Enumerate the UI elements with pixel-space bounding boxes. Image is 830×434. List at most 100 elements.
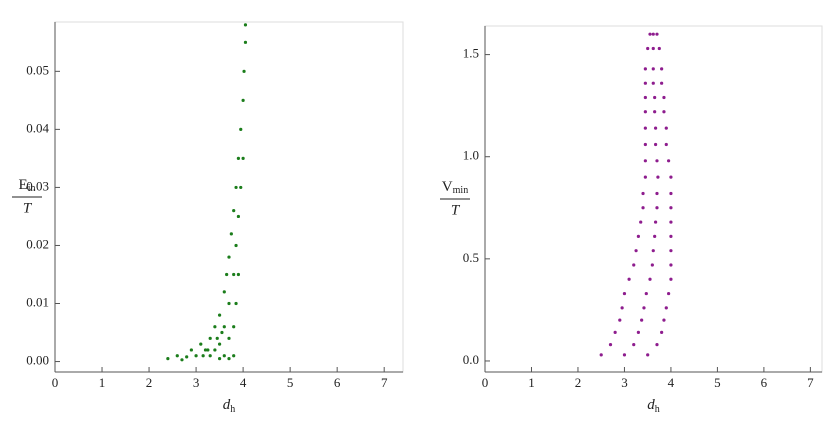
point [241, 156, 245, 161]
point [653, 142, 658, 147]
point [669, 206, 673, 210]
point [646, 46, 650, 51]
point [180, 358, 184, 362]
point [201, 354, 205, 358]
point [662, 110, 666, 114]
point [669, 220, 673, 224]
point [667, 159, 671, 163]
point [655, 191, 659, 196]
point [669, 249, 673, 253]
point [220, 330, 224, 335]
point [236, 214, 241, 219]
point [655, 32, 659, 36]
point [664, 126, 668, 130]
point [217, 313, 222, 317]
point [236, 272, 241, 277]
point [175, 354, 179, 358]
point [242, 69, 246, 73]
point [229, 232, 233, 236]
point [641, 191, 645, 196]
y-tick-label: 0.00 [26, 353, 49, 368]
point [239, 127, 243, 131]
point [643, 110, 647, 114]
x-label-sub: h [230, 404, 235, 415]
frame [484, 25, 823, 373]
point [669, 175, 673, 179]
point [632, 263, 636, 267]
point [648, 277, 652, 281]
x-tick-label: 4 [668, 375, 675, 390]
point [646, 353, 650, 357]
x-tick-label: 0 [482, 375, 489, 390]
x-tick-label: 7 [381, 375, 388, 390]
point [243, 23, 248, 27]
point [660, 81, 664, 85]
point [634, 249, 638, 253]
point [651, 32, 655, 36]
point [651, 46, 655, 51]
point [651, 249, 655, 253]
x-tick-label: 6 [761, 375, 768, 390]
x-tick-label: 5 [287, 375, 294, 390]
x-tick-label: 7 [807, 375, 814, 390]
x-tick-label: 5 [714, 375, 721, 390]
y-tick-label: 0.02 [26, 236, 49, 251]
point [618, 318, 622, 322]
y-axis-label: Ein [19, 177, 36, 194]
point [622, 353, 627, 357]
y-tick-label: 0.04 [26, 120, 49, 135]
x-tick-label: 3 [193, 375, 200, 390]
point [217, 357, 222, 361]
y-label-sub: in [28, 183, 36, 194]
point [662, 95, 666, 100]
point [241, 98, 245, 102]
point [232, 354, 236, 358]
point [185, 355, 189, 359]
point [203, 348, 208, 352]
point [643, 175, 647, 179]
x-tick-label: 2 [146, 375, 153, 390]
x-tick-label: 3 [621, 375, 628, 390]
point [236, 156, 241, 161]
point [234, 243, 238, 248]
x-tick-label: 1 [528, 375, 535, 390]
point [208, 354, 212, 358]
point [653, 110, 657, 114]
point [234, 185, 238, 190]
point [667, 291, 671, 296]
y-tick-label: 0.5 [463, 250, 479, 265]
point [215, 336, 219, 340]
point [208, 336, 212, 340]
point [199, 342, 203, 346]
point [636, 234, 640, 238]
point [622, 291, 627, 296]
x-label-sub: h [655, 404, 660, 415]
point [225, 272, 229, 277]
point [227, 301, 231, 306]
point [620, 306, 624, 310]
point [636, 330, 640, 334]
frame [54, 21, 404, 373]
x-tick-label: 1 [99, 375, 106, 390]
point [664, 306, 668, 310]
y-axis-label: Vmin [442, 179, 468, 196]
point [653, 234, 657, 238]
x-tick-label: 4 [240, 375, 247, 390]
point [243, 40, 248, 44]
x-axis-label: dh [647, 397, 660, 415]
point [660, 67, 664, 71]
point [613, 330, 617, 334]
point [194, 354, 198, 358]
point [599, 353, 603, 357]
point [660, 330, 664, 334]
point [222, 325, 226, 329]
point [232, 325, 236, 329]
point [217, 342, 222, 346]
x-tick-label: 6 [334, 375, 341, 390]
point [643, 159, 647, 163]
y-label-main: V [442, 179, 453, 195]
point [227, 255, 231, 259]
point [640, 318, 644, 322]
point [655, 159, 659, 163]
